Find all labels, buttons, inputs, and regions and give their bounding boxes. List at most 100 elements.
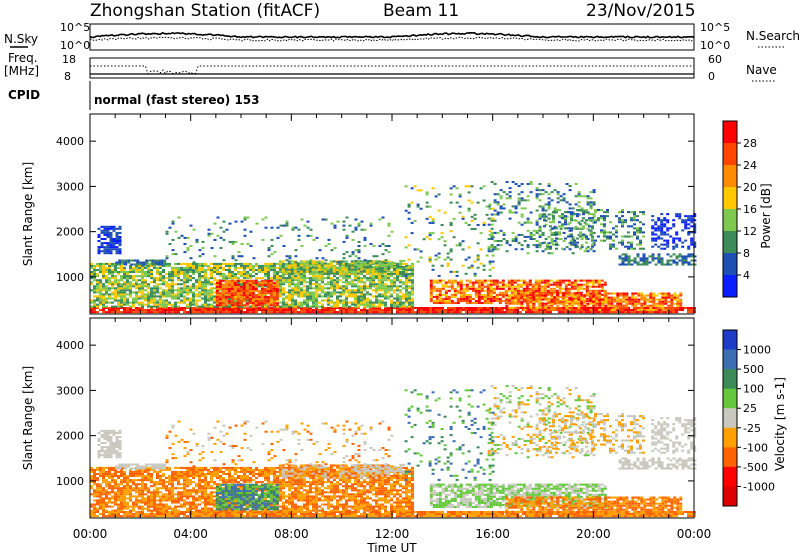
power-cell	[192, 271, 195, 273]
power-cell	[243, 284, 246, 286]
power-cell	[99, 293, 102, 295]
power-cell	[99, 302, 102, 304]
power-cell	[309, 269, 312, 271]
power-cell	[258, 277, 261, 279]
power-cell	[450, 248, 453, 250]
power-cell	[547, 280, 550, 282]
power-cell	[336, 269, 339, 271]
power-cell	[354, 304, 357, 306]
power-cell	[563, 240, 566, 242]
power-cell	[204, 275, 207, 277]
power-cell	[228, 300, 231, 302]
power-cell	[426, 218, 429, 220]
power-cell	[324, 273, 327, 275]
power-cell	[577, 301, 580, 303]
power-cell	[670, 299, 673, 301]
power-cell	[584, 250, 587, 252]
power-cell	[472, 286, 475, 288]
power-cell	[465, 273, 468, 275]
power-cell	[178, 237, 181, 239]
power-cell	[141, 291, 144, 293]
power-cell	[225, 309, 228, 311]
power-cell	[153, 279, 156, 281]
power-cell	[469, 302, 472, 304]
power-cell	[682, 262, 685, 264]
power-cell	[168, 275, 171, 277]
power-cell	[408, 218, 411, 220]
power-cell	[657, 225, 660, 227]
power-cell	[639, 227, 642, 229]
power-cell	[252, 292, 255, 294]
power-cell	[342, 287, 345, 289]
power-cell	[551, 252, 554, 254]
power-cell	[586, 299, 589, 301]
power-cell	[527, 218, 530, 220]
power-cell	[630, 219, 633, 221]
power-cell	[297, 269, 300, 271]
power-cell	[436, 290, 439, 292]
power-cell	[300, 275, 303, 277]
power-cell	[261, 271, 264, 273]
power-cell	[156, 291, 159, 293]
power-cell	[408, 298, 411, 300]
power-cell	[264, 282, 267, 284]
power-cell	[288, 300, 291, 302]
power-cell	[595, 295, 598, 297]
power-cell	[545, 238, 548, 240]
power-cell	[663, 217, 666, 219]
power-cell	[658, 309, 661, 311]
power-cell	[523, 282, 526, 284]
power-cell	[126, 273, 129, 275]
power-cell	[240, 296, 243, 298]
power-cell	[432, 269, 435, 271]
power-cell	[651, 227, 654, 229]
power-cell	[663, 231, 666, 233]
power-cell	[462, 240, 465, 242]
power-cell	[375, 287, 378, 289]
power-cell	[544, 284, 547, 286]
power-cell	[591, 213, 594, 215]
power-cell	[564, 227, 567, 229]
power-cell	[213, 283, 216, 285]
power-cell	[339, 287, 342, 289]
power-cell	[294, 279, 297, 281]
power-cell	[565, 299, 568, 301]
power-cell	[231, 298, 234, 300]
power-cell	[315, 300, 318, 302]
power-cell	[564, 311, 567, 313]
power-cell	[282, 273, 285, 275]
power-cell	[201, 267, 204, 269]
power-cell	[288, 285, 291, 287]
power-cell	[294, 287, 297, 289]
power-cell	[432, 222, 435, 224]
power-cell	[372, 279, 375, 281]
power-cell	[294, 289, 297, 291]
power-cell	[327, 287, 330, 289]
power-cell	[189, 277, 192, 279]
power-cell	[667, 305, 670, 307]
power-cell	[363, 281, 366, 283]
power-cell	[381, 302, 384, 304]
power-cell	[574, 309, 577, 311]
power-cell	[342, 281, 345, 283]
power-cell	[141, 279, 144, 281]
power-cell	[258, 296, 261, 298]
power-cell	[288, 283, 291, 285]
power-cell	[642, 231, 645, 233]
power-cell	[270, 288, 273, 290]
power-cell	[451, 284, 454, 286]
power-cell	[577, 280, 580, 282]
power-cell	[592, 290, 595, 292]
power-cell	[576, 213, 579, 215]
power-cell	[661, 264, 664, 266]
power-cell	[505, 295, 508, 297]
power-cell	[487, 296, 490, 298]
power-cell	[543, 225, 546, 227]
power-cell	[642, 211, 645, 213]
power-cell	[483, 265, 486, 267]
power-cell	[533, 230, 536, 232]
power-cell	[433, 302, 436, 304]
power-cell	[481, 294, 484, 296]
power-cell	[445, 298, 448, 300]
power-cell	[333, 287, 336, 289]
